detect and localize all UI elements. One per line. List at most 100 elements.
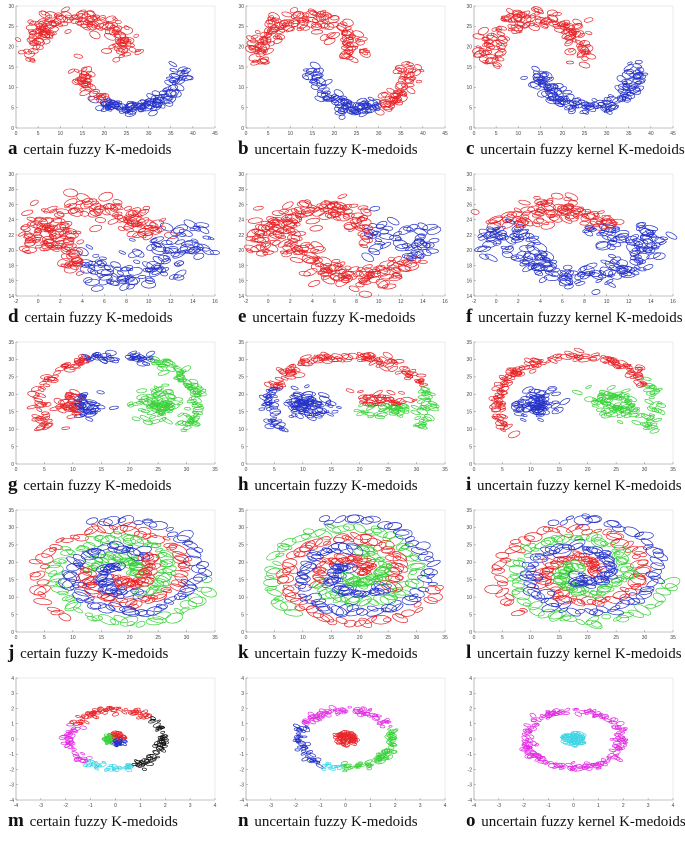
data-point [110,204,119,211]
x-tick-label: 25 [385,467,391,473]
caption-text: certain fuzzy K-medoids [29,814,178,830]
data-point [346,101,356,108]
data-point [374,395,382,398]
data-point [96,272,104,278]
data-point [593,591,606,599]
data-point [87,264,96,269]
data-point [586,599,597,606]
panel-a: 0 5 10 15 20 25 30 35 40 45 0 5 10 15 20 25 30 a certain… [0,0,225,168]
data-point [294,551,306,558]
data-point [375,566,390,574]
data-point [161,401,173,406]
data-point [91,354,100,361]
data-point [602,406,610,409]
x-tick-label: 8 [125,299,128,305]
data-point [193,411,199,415]
caption-letter: m [8,810,24,831]
data-point [117,226,125,232]
data-point [83,86,93,92]
data-point [509,234,516,239]
data-point [383,749,389,752]
data-point [597,274,607,279]
data-point [417,587,430,593]
data-point [504,545,522,554]
data-point [59,235,68,239]
data-point [495,424,506,430]
data-point [357,215,368,222]
data-point [581,213,589,217]
data-point [358,277,368,284]
data-point [136,360,148,367]
x-tick-label: 5 [273,467,276,473]
x-tick-label: 0 [572,803,575,809]
data-point [107,546,118,553]
data-point [321,768,327,771]
data-point [15,37,22,42]
data-point [275,367,285,373]
data-point [632,85,645,93]
data-point [394,89,404,96]
data-point [616,95,627,102]
data-point [296,734,301,738]
data-point [627,61,633,65]
data-point [75,270,85,276]
data-point [302,408,315,414]
data-point [612,525,626,532]
data-point [637,559,649,566]
data-point [394,66,403,72]
data-point [33,398,43,402]
data-point [158,103,166,109]
x-tick-label: 16 [212,299,218,305]
data-point [520,542,537,555]
data-point [248,45,261,53]
data-point [37,386,45,392]
data-point [548,355,555,360]
data-point [530,407,543,414]
data-point [39,244,53,252]
data-point [519,260,529,267]
data-point [530,262,544,271]
data-point [354,105,363,111]
data-point [547,83,557,90]
data-point [563,196,572,202]
data-point [424,556,435,563]
data-point [374,397,380,402]
data-point [421,392,433,399]
data-point [383,531,397,539]
data-point [533,574,552,585]
data-point [665,583,678,592]
data-point [281,219,289,222]
data-point [172,274,185,281]
data-point [434,585,444,591]
data-point [342,709,349,715]
plot-frame [15,173,216,297]
data-point [134,609,148,616]
data-point [414,237,423,244]
data-point [624,545,639,553]
data-point [79,264,96,274]
data-point [578,357,591,363]
data-point [348,732,356,737]
x-tick-label: -4 [14,803,19,809]
data-point [349,218,362,224]
data-point [292,406,299,410]
data-point [144,586,158,596]
data-point [137,99,146,105]
data-point [381,283,397,290]
data-point [154,264,167,273]
data-point [511,401,521,406]
caption-letter: d [8,306,19,327]
data-point [548,92,559,101]
data-point [174,607,184,615]
data-point [590,590,599,596]
data-point [118,278,130,284]
data-point [97,614,116,626]
data-point [355,764,362,770]
data-point [391,742,397,746]
data-point [361,553,371,558]
data-point [112,57,121,63]
data-point [365,528,382,536]
data-point [397,265,412,273]
data-point [617,562,634,573]
